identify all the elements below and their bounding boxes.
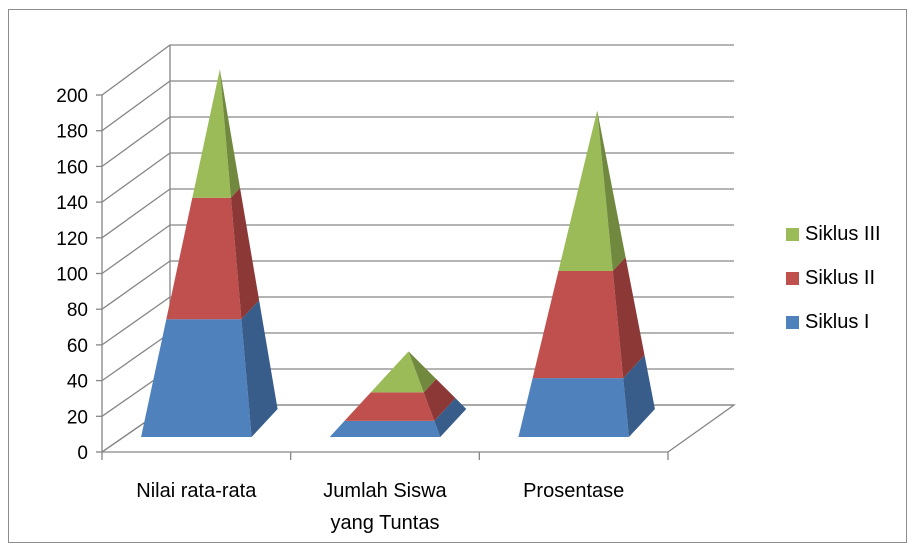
y-tick-label: 140 xyxy=(56,193,88,214)
x-tick-label: Nilai rata-rata xyxy=(136,480,257,502)
legend-label: Siklus I xyxy=(805,310,870,333)
pyramid-segment-side xyxy=(597,110,626,271)
y-tick-label: 0 xyxy=(77,443,88,464)
pyramid-segment xyxy=(532,270,624,379)
legend-label: Siklus II xyxy=(805,266,876,289)
x-tick-label: Jumlah Siswa xyxy=(323,480,447,502)
chart-border xyxy=(8,9,907,543)
y-tick-label: 40 xyxy=(67,372,88,393)
legend: Siklus III Siklus II Siklus I xyxy=(786,222,881,354)
gridline xyxy=(101,260,734,310)
y-tick-label: 60 xyxy=(67,336,88,357)
pyramid-segment xyxy=(518,378,629,437)
legend-item: Siklus III xyxy=(786,222,881,246)
gridline xyxy=(101,44,734,96)
pyramid-segment-side xyxy=(230,188,260,320)
y-tick-label: 80 xyxy=(67,300,88,321)
legend-label: Siklus III xyxy=(805,222,881,245)
x-tick-label: Prosentase xyxy=(523,480,624,502)
gridline xyxy=(101,152,734,203)
gridline xyxy=(101,224,734,275)
pyramid-segment-side xyxy=(423,378,456,421)
y-tick-label: 160 xyxy=(56,157,88,178)
y-tick-label: 120 xyxy=(56,229,88,250)
pyramid-segment xyxy=(329,420,441,437)
y-tick-label: 200 xyxy=(56,86,88,107)
pyramid-segment-side xyxy=(241,300,278,437)
legend-item: Siklus I xyxy=(786,310,881,334)
y-tick-labels: 0 20 40 60 80 100 120 140 160 180 200 xyxy=(56,86,88,464)
pyramid-segment-side xyxy=(612,257,645,379)
gridline xyxy=(101,80,734,132)
gridline xyxy=(101,188,734,239)
pyramid-segment xyxy=(166,197,242,320)
pyramid-segment xyxy=(558,110,613,271)
pyramid-segment-side xyxy=(434,398,467,437)
x-tick-label: yang Tuntas xyxy=(331,512,440,534)
legend-swatch xyxy=(786,315,799,329)
legend-swatch xyxy=(786,227,799,241)
y-tick-label: 100 xyxy=(56,265,88,286)
x-tick-labels: Nilai rata-rata Jumlah Siswa yang Tuntas Pr… xyxy=(136,480,624,534)
x-axis xyxy=(101,451,669,460)
pyramid-segment-side xyxy=(408,351,437,393)
y-tick-label: 20 xyxy=(67,407,88,428)
gridline xyxy=(101,116,734,167)
gridline xyxy=(101,296,734,346)
pyramid-segment-side xyxy=(219,69,241,198)
pyramid-segment xyxy=(344,392,435,421)
pyramid-segment xyxy=(370,351,424,393)
legend-swatch xyxy=(786,271,799,285)
y-axis xyxy=(96,94,103,453)
pyramids xyxy=(141,69,655,437)
pyramid-segment-side xyxy=(623,355,655,437)
pyramid-segment xyxy=(192,69,231,198)
legend-item: Siklus II xyxy=(786,266,881,290)
y-tick-label: 180 xyxy=(56,122,88,143)
pyramid-segment xyxy=(141,319,252,437)
